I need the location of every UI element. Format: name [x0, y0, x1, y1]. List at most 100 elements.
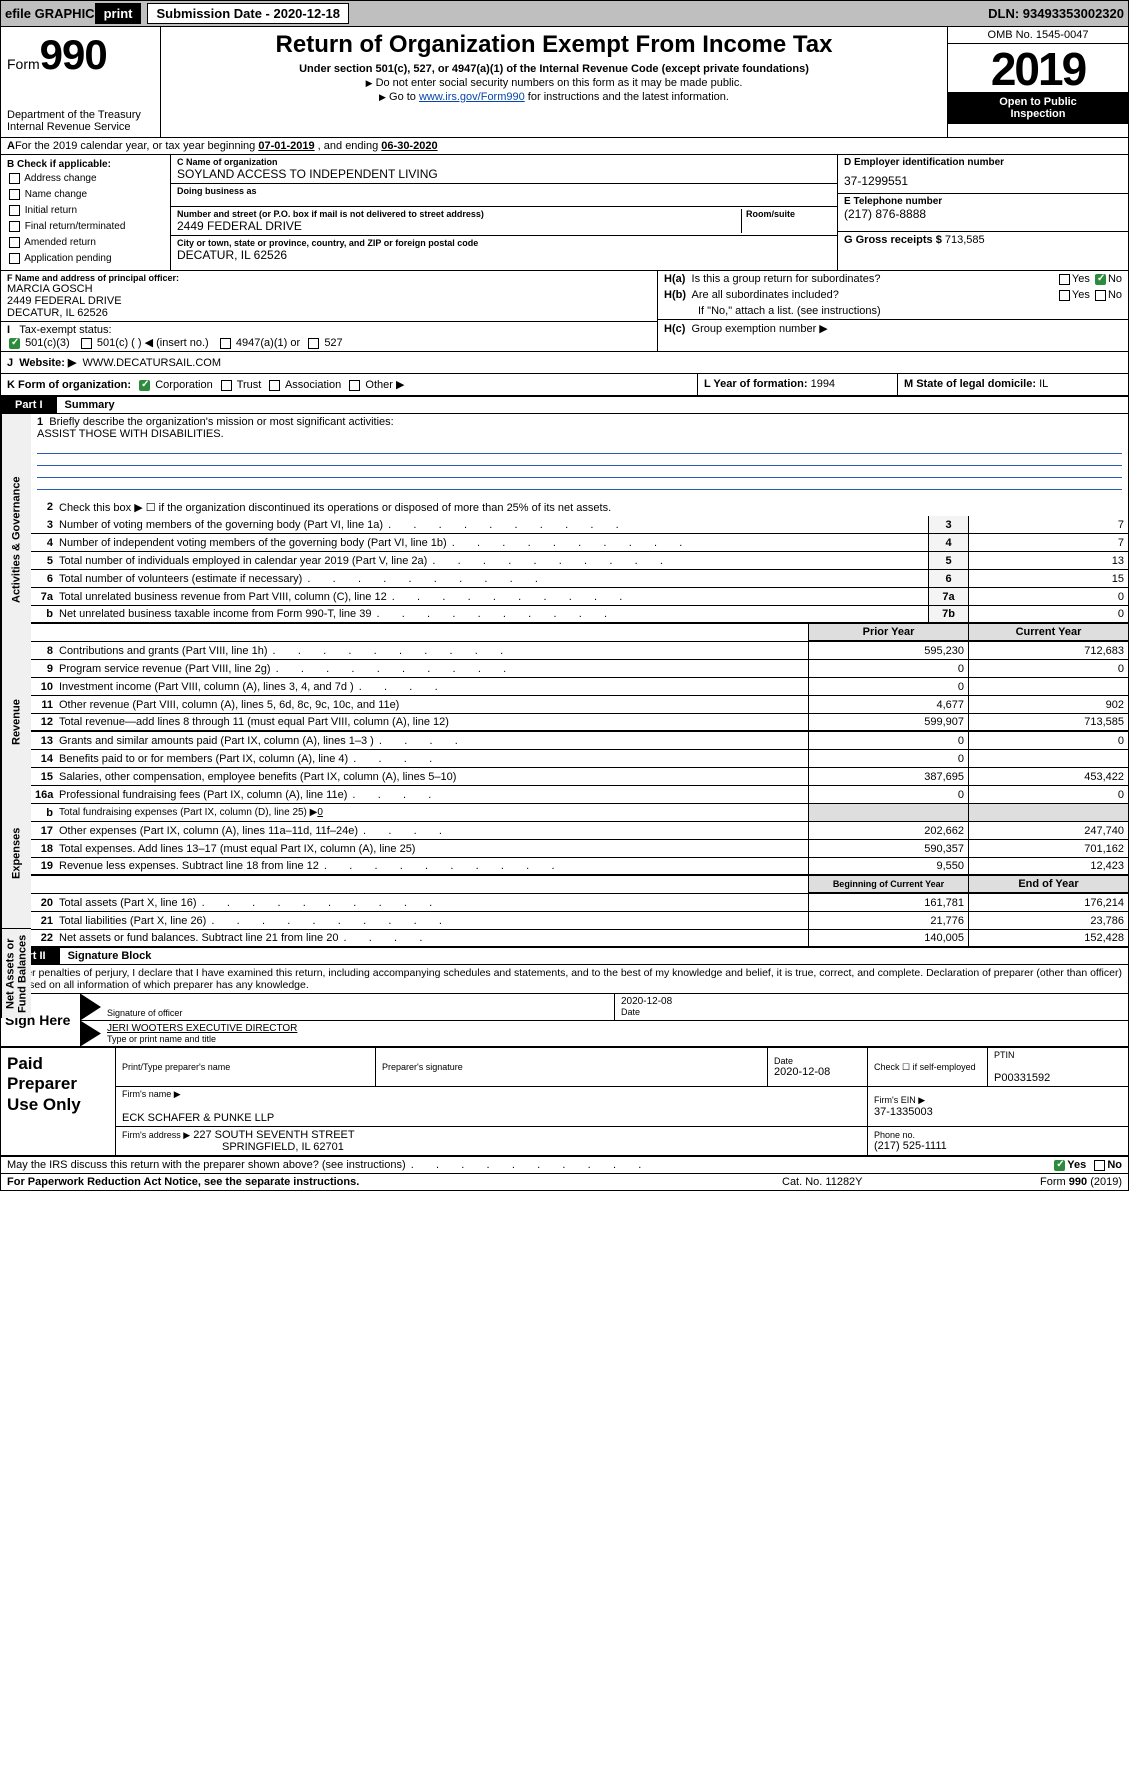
paid-right: Print/Type preparer's name Preparer's si… — [116, 1048, 1128, 1155]
rule — [37, 454, 1122, 466]
chk-amended[interactable]: Amended return — [7, 236, 164, 250]
line2: 2Check this box ▶ ☐ if the organization … — [31, 498, 1128, 516]
line15: 15Salaries, other compensation, employee… — [31, 768, 1128, 786]
side-expenses: Expenses — [1, 778, 31, 928]
chk-other[interactable] — [349, 380, 360, 391]
net-header: Beginning of Current Year End of Year — [31, 876, 1128, 894]
line16a: 16aProfessional fundraising fees (Part I… — [31, 786, 1128, 804]
hb-no[interactable] — [1095, 290, 1106, 301]
rule — [37, 478, 1122, 490]
line5: 5Total number of individuals employed in… — [31, 552, 1128, 570]
part1-title: Summary — [57, 397, 123, 413]
open-public: Open to Public Inspection — [948, 92, 1128, 124]
sig-date: 2020-12-08 Date — [614, 994, 1128, 1020]
form-container: Form990 Department of the Treasury Inter… — [0, 27, 1129, 1191]
typed-name: JERI WOOTERS EXECUTIVE DIRECTOR Type or … — [101, 1021, 1128, 1046]
paid-preparer-block: Paid Preparer Use Only Print/Type prepar… — [1, 1046, 1128, 1157]
line22: 22Net assets or fund balances. Subtract … — [31, 930, 1128, 948]
entity-block: B Check if applicable: Address change Na… — [1, 155, 1128, 271]
f-officer: F Name and address of principal officer:… — [1, 271, 657, 322]
phone-cell: E Telephone number (217) 876-8888 — [838, 194, 1128, 233]
dba-cell: Doing business as — [171, 184, 837, 207]
gross-cell: G Gross receipts $ 713,585 — [838, 232, 1128, 270]
ein-cell: D Employer identification number 37-1299… — [838, 155, 1128, 194]
paid-row-1: Print/Type preparer's name Preparer's si… — [116, 1048, 1128, 1087]
dept-treasury: Department of the Treasury — [7, 109, 154, 121]
chk-initial-return[interactable]: Initial return — [7, 204, 164, 218]
line19: 19Revenue less expenses. Subtract line 1… — [31, 858, 1128, 876]
sig-row-1: Signature of officer 2020-12-08 Date — [81, 994, 1128, 1021]
chk-app-pending[interactable]: Application pending — [7, 252, 164, 266]
chk-address-change[interactable]: Address change — [7, 172, 164, 186]
form-title: Return of Organization Exempt From Incom… — [169, 31, 939, 59]
header-left: Form990 Department of the Treasury Inter… — [1, 27, 161, 137]
header-right: OMB No. 1545-0047 2019 Open to Public In… — [948, 27, 1128, 137]
paid-row-3: Firm's address ▶ 227 SOUTH SEVENTH STREE… — [116, 1127, 1128, 1155]
chk-501c[interactable] — [81, 338, 92, 349]
print-button[interactable]: print — [95, 3, 142, 24]
m-state: M State of legal domicile: IL — [898, 374, 1128, 395]
ty-begin: 07-01-2019 — [258, 140, 314, 152]
irs-label: Internal Revenue Service — [7, 121, 154, 133]
efile-label: efile GRAPHIC — [5, 6, 95, 21]
line18: 18Total expenses. Add lines 13–17 (must … — [31, 840, 1128, 858]
irs-link[interactable]: www.irs.gov/Form990 — [419, 91, 525, 103]
form-footer: Form 990 (2019) — [962, 1176, 1122, 1188]
line16b: b Total fundraising expenses (Part IX, c… — [31, 804, 1128, 822]
part2-title: Signature Block — [60, 948, 160, 964]
perjury-text: Under penalties of perjury, I declare th… — [1, 965, 1128, 993]
line20: 20Total assets (Part X, line 16) 161,781… — [31, 894, 1128, 912]
b-checkboxes: B Check if applicable: Address change Na… — [1, 155, 171, 270]
chk-name-change[interactable]: Name change — [7, 188, 164, 202]
klm-row: K Form of organization: Corporation Trus… — [1, 374, 1128, 397]
line7b: bNet unrelated business taxable income f… — [31, 606, 1128, 624]
paid-label: Paid Preparer Use Only — [1, 1048, 116, 1155]
line3: 3Number of voting members of the governi… — [31, 516, 1128, 534]
chk-assoc[interactable] — [269, 380, 280, 391]
line21: 21Total liabilities (Part X, line 26) 21… — [31, 912, 1128, 930]
j-website: J Website: ▶ WWW.DECATURSAIL.COM — [1, 352, 1128, 374]
line1: 1 Briefly describe the organization's mi… — [31, 414, 1128, 442]
org-name-cell: C Name of organization SOYLAND ACCESS TO… — [171, 155, 837, 184]
side-activities: Activities & Governance — [1, 414, 31, 666]
part1-body: Activities & Governance Revenue Expenses… — [1, 414, 1128, 948]
website-value: WWW.DECATURSAIL.COM — [83, 357, 222, 369]
dln: DLN: 93493353002320 — [988, 6, 1124, 21]
line10: 10Investment income (Part VIII, column (… — [31, 678, 1128, 696]
chk-trust[interactable] — [221, 380, 232, 391]
ha-yes[interactable] — [1059, 274, 1070, 285]
side-netassets: Net Assets or Fund Balances — [1, 928, 31, 1018]
city-cell: City or town, state or province, country… — [171, 236, 837, 264]
discuss-yes[interactable] — [1054, 1160, 1065, 1171]
chk-501c3[interactable] — [9, 338, 20, 349]
part1-header: Part I Summary — [1, 397, 1128, 414]
ha-no[interactable] — [1095, 274, 1106, 285]
arrow-icon — [81, 994, 101, 1020]
form-subtitle: Under section 501(c), 527, or 4947(a)(1)… — [169, 63, 939, 75]
chk-4947[interactable] — [220, 338, 231, 349]
chk-527[interactable] — [308, 338, 319, 349]
form-header: Form990 Department of the Treasury Inter… — [1, 27, 1128, 138]
line6: 6Total number of volunteers (estimate if… — [31, 570, 1128, 588]
discuss-no[interactable] — [1094, 1160, 1105, 1171]
discuss-row: May the IRS discuss this return with the… — [1, 1157, 1128, 1174]
chk-corp[interactable] — [139, 380, 150, 391]
top-strip: efile GRAPHIC print Submission Date - 20… — [0, 0, 1129, 27]
side-revenue: Revenue — [1, 666, 31, 778]
goto-note: ▶ Go to www.irs.gov/Form990 for instruct… — [169, 91, 939, 103]
part1-content: 1 Briefly describe the organization's mi… — [31, 414, 1128, 948]
line4: 4Number of independent voting members of… — [31, 534, 1128, 552]
h-a: H(a) Is this a group return for subordin… — [658, 271, 1128, 287]
footer-row: For Paperwork Reduction Act Notice, see … — [1, 1174, 1128, 1190]
hb-yes[interactable] — [1059, 290, 1070, 301]
chk-final-return[interactable]: Final return/terminated — [7, 220, 164, 234]
line9: 9Program service revenue (Part VIII, lin… — [31, 660, 1128, 678]
addr-cell: Number and street (or P.O. box if mail i… — [171, 207, 837, 236]
nossn-note: ▶ Do not enter social security numbers o… — [169, 77, 939, 89]
omb-number: OMB No. 1545-0047 — [948, 27, 1128, 44]
tax-year: 2019 — [948, 44, 1128, 92]
l-year: L Year of formation: 1994 — [698, 374, 898, 395]
h-section: H(a) Is this a group return for subordin… — [658, 271, 1128, 351]
header-center: Return of Organization Exempt From Incom… — [161, 27, 948, 137]
sign-here-block: Sign Here Signature of officer 2020-12-0… — [1, 993, 1128, 1046]
